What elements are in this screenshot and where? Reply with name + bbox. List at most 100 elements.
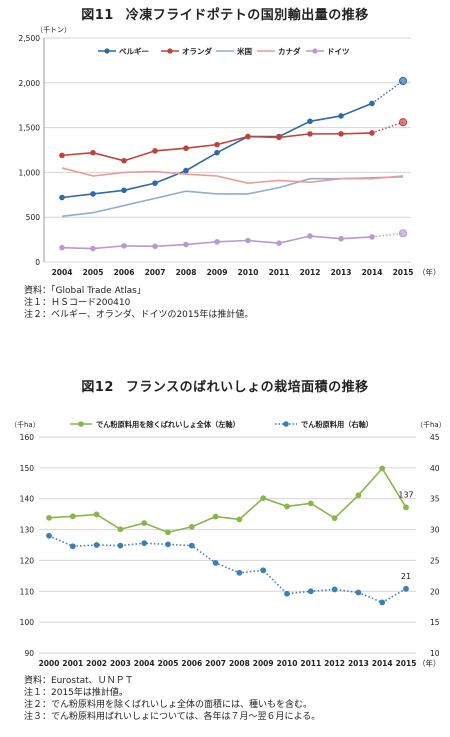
series-line [61, 176, 404, 218]
data-point [355, 589, 362, 596]
data-point [307, 233, 313, 239]
data-point [188, 542, 195, 549]
data-point [141, 520, 148, 526]
data-point [183, 167, 189, 174]
data-point [284, 503, 290, 510]
data-point [152, 180, 158, 186]
data-point [245, 133, 251, 140]
y-tick-label-left: 120 [20, 556, 35, 565]
figure2-note: 注３：でん粉原料用ばれいしょについては、各年は７月～翌６月による。 [24, 712, 321, 722]
y-tick-label-left: 140 [20, 495, 35, 504]
data-point [369, 234, 375, 240]
data-point [307, 500, 314, 507]
y-tick-label-left: 130 [20, 526, 35, 535]
figure2-note: 資料：Eurostat、ＵＮＰＴ [24, 676, 134, 686]
figure2-notes: 資料：Eurostat、ＵＮＰＴ 注１：2015年は推計値。 注２：でん粉原料用… [24, 675, 320, 723]
data-point [183, 145, 189, 152]
data-point [338, 131, 344, 137]
x-tick-label: 2011 [300, 659, 321, 668]
y-tick-label-right: 30 [430, 526, 440, 535]
data-point [212, 513, 219, 520]
data-point [69, 513, 76, 520]
y-tick-label: 0 [35, 258, 40, 267]
x-axis-unit: （年） [418, 658, 441, 668]
data-point [369, 100, 375, 107]
y-tick-label: 1,000 [19, 168, 41, 177]
data-point [276, 240, 282, 246]
data-point [46, 532, 52, 539]
legend-label: オランダ [182, 46, 212, 56]
data-point [59, 244, 65, 251]
y-tick-label: 2,000 [19, 79, 41, 88]
y-tick-label-right: 35 [430, 495, 440, 504]
x-tick-label: 2012 [300, 268, 321, 277]
legend-marker [312, 48, 318, 54]
y-tick-label: 500 [26, 213, 41, 222]
data-point [398, 76, 408, 86]
data-point [165, 541, 171, 548]
x-tick-label: 2013 [348, 659, 369, 668]
data-point [93, 542, 100, 548]
y-tick-label-left: 90 [24, 649, 34, 658]
x-tick-label: 2011 [269, 268, 290, 277]
data-point [59, 194, 65, 201]
data-point [245, 237, 251, 244]
series-estimate-line [371, 80, 404, 104]
figure1-notes: 資料：「Global Trade Atlas」 注１：ＨＳコード200410 注… [24, 285, 253, 321]
data-point [165, 529, 171, 536]
data-point [276, 134, 282, 141]
series-estimate-line [371, 232, 404, 238]
data-point [403, 504, 409, 511]
series-line [61, 167, 404, 184]
figure1-note: 注２：ベルギー、オランダ、ドイツの2015年は推計値。 [24, 310, 254, 320]
data-point [403, 585, 409, 592]
figure1-chart: 0 500 1,000 1,500 2,000 2,500（千トン） 2004 2005 200… [19, 25, 441, 277]
data-point [236, 516, 243, 523]
y-tick-label: 2,500 [19, 34, 41, 43]
data-point [307, 131, 313, 137]
legend-marker [104, 48, 110, 54]
data-point [117, 526, 124, 533]
x-tick-label: 2006 [114, 268, 135, 277]
data-point [188, 523, 195, 530]
data-point [369, 130, 375, 136]
x-tick-label: 2008 [176, 268, 197, 277]
data-point [331, 586, 338, 593]
data-point [236, 569, 243, 576]
series-line [48, 535, 407, 604]
x-tick-label: 2014 [372, 659, 393, 668]
figure1-number: 図11 [81, 8, 114, 23]
data-point [398, 229, 408, 238]
data-point [338, 235, 344, 242]
x-tick-label: 2000 [39, 659, 60, 668]
data-point [183, 241, 189, 248]
x-tick-label: 2009 [253, 659, 274, 668]
figure1-note: 注１：ＨＳコード200410 [24, 298, 131, 308]
x-tick-label: 2001 [62, 659, 83, 668]
x-tick-label: 2007 [145, 268, 166, 277]
y-tick-label-right: 40 [430, 464, 440, 473]
x-tick-label: 2012 [324, 659, 345, 668]
y-axis-unit-left: （千ha） [10, 420, 40, 429]
x-tick-label: 2010 [238, 268, 259, 277]
data-point [214, 149, 220, 156]
data-point [214, 141, 220, 148]
legend-label: カナダ [278, 46, 301, 56]
x-tick-label: 2007 [205, 659, 226, 668]
x-tick-label: 2003 [110, 659, 131, 668]
x-axis-unit: （年） [418, 267, 441, 277]
data-point [331, 515, 338, 522]
y-tick-label-right: 10 [430, 649, 440, 658]
x-tick-label: 2005 [158, 659, 179, 668]
x-tick-label: 2010 [277, 659, 298, 668]
legend-marker [78, 421, 84, 427]
legend-label: ベルギー [119, 46, 149, 56]
x-tick-label: 2013 [331, 268, 352, 277]
figure2-title-text: フランスのばれいしょの栽培面積の推移 [125, 380, 369, 395]
legend-marker [283, 421, 289, 427]
x-tick-label: 2008 [229, 659, 250, 668]
figure2-note: 注１：2015年は推計値。 [24, 688, 128, 698]
data-point [307, 588, 314, 595]
legend-label: でん粉原料用を除くばれいしょ全体（左軸） [96, 420, 240, 429]
x-tick-label: 2004 [134, 659, 155, 668]
